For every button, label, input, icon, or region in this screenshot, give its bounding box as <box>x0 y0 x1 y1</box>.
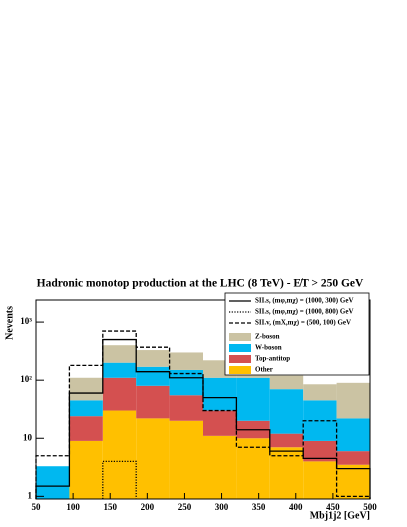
histogram-bar <box>102 410 137 499</box>
legend-label: SII.s, (mφ,mχ) = (1000, 300) GeV <box>255 297 354 305</box>
histogram-bar <box>236 377 270 421</box>
histogram-bar <box>269 447 304 499</box>
x-tick-label: 100 <box>66 502 80 512</box>
histogram-bar <box>102 345 137 363</box>
histogram-bar <box>269 433 304 448</box>
y-axis-label: Nevents <box>4 306 15 340</box>
legend-swatch <box>229 344 251 352</box>
x-axis-label: Mbj1j2 [GeV] <box>310 510 370 521</box>
histogram-bar <box>336 418 370 452</box>
histogram-bar <box>236 438 270 499</box>
x-tick-label: 400 <box>289 502 303 512</box>
histogram-bar <box>169 395 203 421</box>
plot-frame <box>35 299 371 500</box>
legend-swatch <box>229 366 251 374</box>
histogram-bar <box>136 350 170 367</box>
histogram-bar <box>203 410 237 436</box>
histogram-bar <box>303 440 337 462</box>
legend-label: W-boson <box>255 344 282 352</box>
histogram-bar <box>169 420 203 499</box>
histogram-bar <box>203 377 237 411</box>
histogram-bar <box>203 435 237 499</box>
legend-swatch <box>229 333 251 341</box>
histogram-bar <box>69 400 103 417</box>
legend-label: Z-boson <box>255 333 280 341</box>
histogram-bar <box>102 362 137 378</box>
x-tick-label: 350 <box>252 502 266 512</box>
histogram-bar <box>69 377 103 401</box>
legend-label: SII.v, (mX,mχ) = (500, 100) GeV <box>255 319 351 327</box>
step-line <box>102 460 137 499</box>
x-tick-label: 200 <box>141 502 155 512</box>
y-tick-label: 10² <box>20 374 32 384</box>
histogram-bar <box>303 461 337 499</box>
histogram-bar <box>69 440 103 499</box>
histogram-bar <box>136 366 170 386</box>
x-tick-label: 450 <box>326 502 340 512</box>
step-line <box>35 330 371 499</box>
histogram-bar <box>336 451 370 465</box>
histogram-bar <box>336 464 370 499</box>
histogram-bar <box>136 418 170 499</box>
histogram-bar <box>102 377 137 411</box>
x-tick-label: 500 <box>363 502 377 512</box>
histogram-bar <box>69 416 103 441</box>
histogram-bar <box>303 384 337 401</box>
chart-title: Hadronic monotop production at the LHC (… <box>37 278 364 290</box>
y-tick-label: 10³ <box>20 316 32 326</box>
histogram-bar <box>303 400 337 441</box>
legend-label: SII.s, (mφ,mχ) = (1000, 800) GeV <box>255 308 354 316</box>
legend-label: Top-antitop <box>255 355 290 363</box>
histogram-bar <box>36 466 70 499</box>
y-tick-label: 10 <box>23 432 33 442</box>
legend-swatch <box>229 355 251 363</box>
x-tick-label: 50 <box>32 502 42 512</box>
y-tick-label: 1 <box>28 490 33 500</box>
histogram-bar <box>269 389 304 434</box>
histogram-bar <box>269 375 304 390</box>
legend-label: Other <box>255 366 273 374</box>
x-tick-label: 250 <box>178 502 192 512</box>
x-tick-label: 150 <box>103 502 117 512</box>
x-tick-label: 300 <box>215 502 229 512</box>
histogram-bar <box>136 385 170 419</box>
histogram-bar <box>336 382 370 419</box>
histogram-bar <box>169 352 203 370</box>
